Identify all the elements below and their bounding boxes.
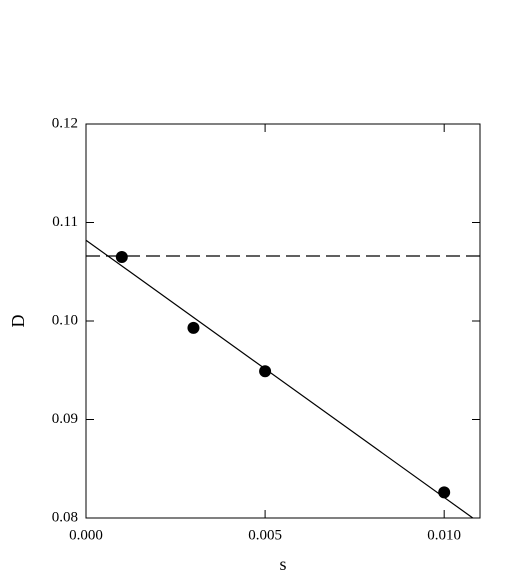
x-tick-label: 0.005 [248,527,282,543]
y-axis-label: D [8,315,28,328]
x-tick-label: 0.000 [69,527,103,543]
y-tick-label: 0.11 [52,214,78,230]
x-tick-label: 0.010 [427,527,461,543]
y-tick-label: 0.12 [52,115,78,131]
y-tick-label: 0.09 [52,411,78,427]
plot-frame [85,123,481,519]
data-point [438,486,451,499]
y-tick-label: 0.08 [52,509,78,525]
data-point [187,321,200,334]
data-point [259,365,272,378]
fit-line [85,239,474,519]
data-point [115,250,128,263]
x-axis-label: s [279,554,286,574]
y-tick-label: 0.10 [52,312,78,328]
